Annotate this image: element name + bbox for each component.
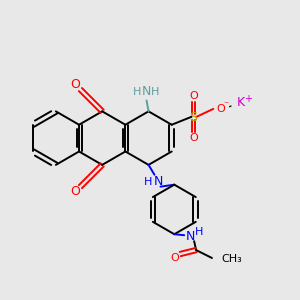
- Text: O: O: [70, 185, 80, 198]
- Text: O: O: [70, 78, 80, 91]
- Text: S: S: [190, 111, 197, 124]
- Text: H: H: [133, 86, 141, 97]
- Text: N: N: [154, 175, 163, 188]
- Text: CH₃: CH₃: [222, 254, 243, 264]
- Text: O: O: [216, 104, 225, 114]
- Text: H: H: [144, 177, 153, 187]
- Text: O: O: [170, 253, 179, 263]
- Text: +: +: [244, 94, 252, 104]
- Text: H: H: [151, 86, 160, 97]
- Text: O: O: [189, 91, 198, 101]
- Text: O: O: [189, 133, 198, 142]
- Text: H: H: [195, 227, 203, 237]
- Text: N: N: [185, 230, 195, 243]
- Text: ⁻: ⁻: [224, 100, 229, 110]
- Text: N: N: [142, 85, 151, 98]
- Text: K: K: [237, 96, 245, 110]
